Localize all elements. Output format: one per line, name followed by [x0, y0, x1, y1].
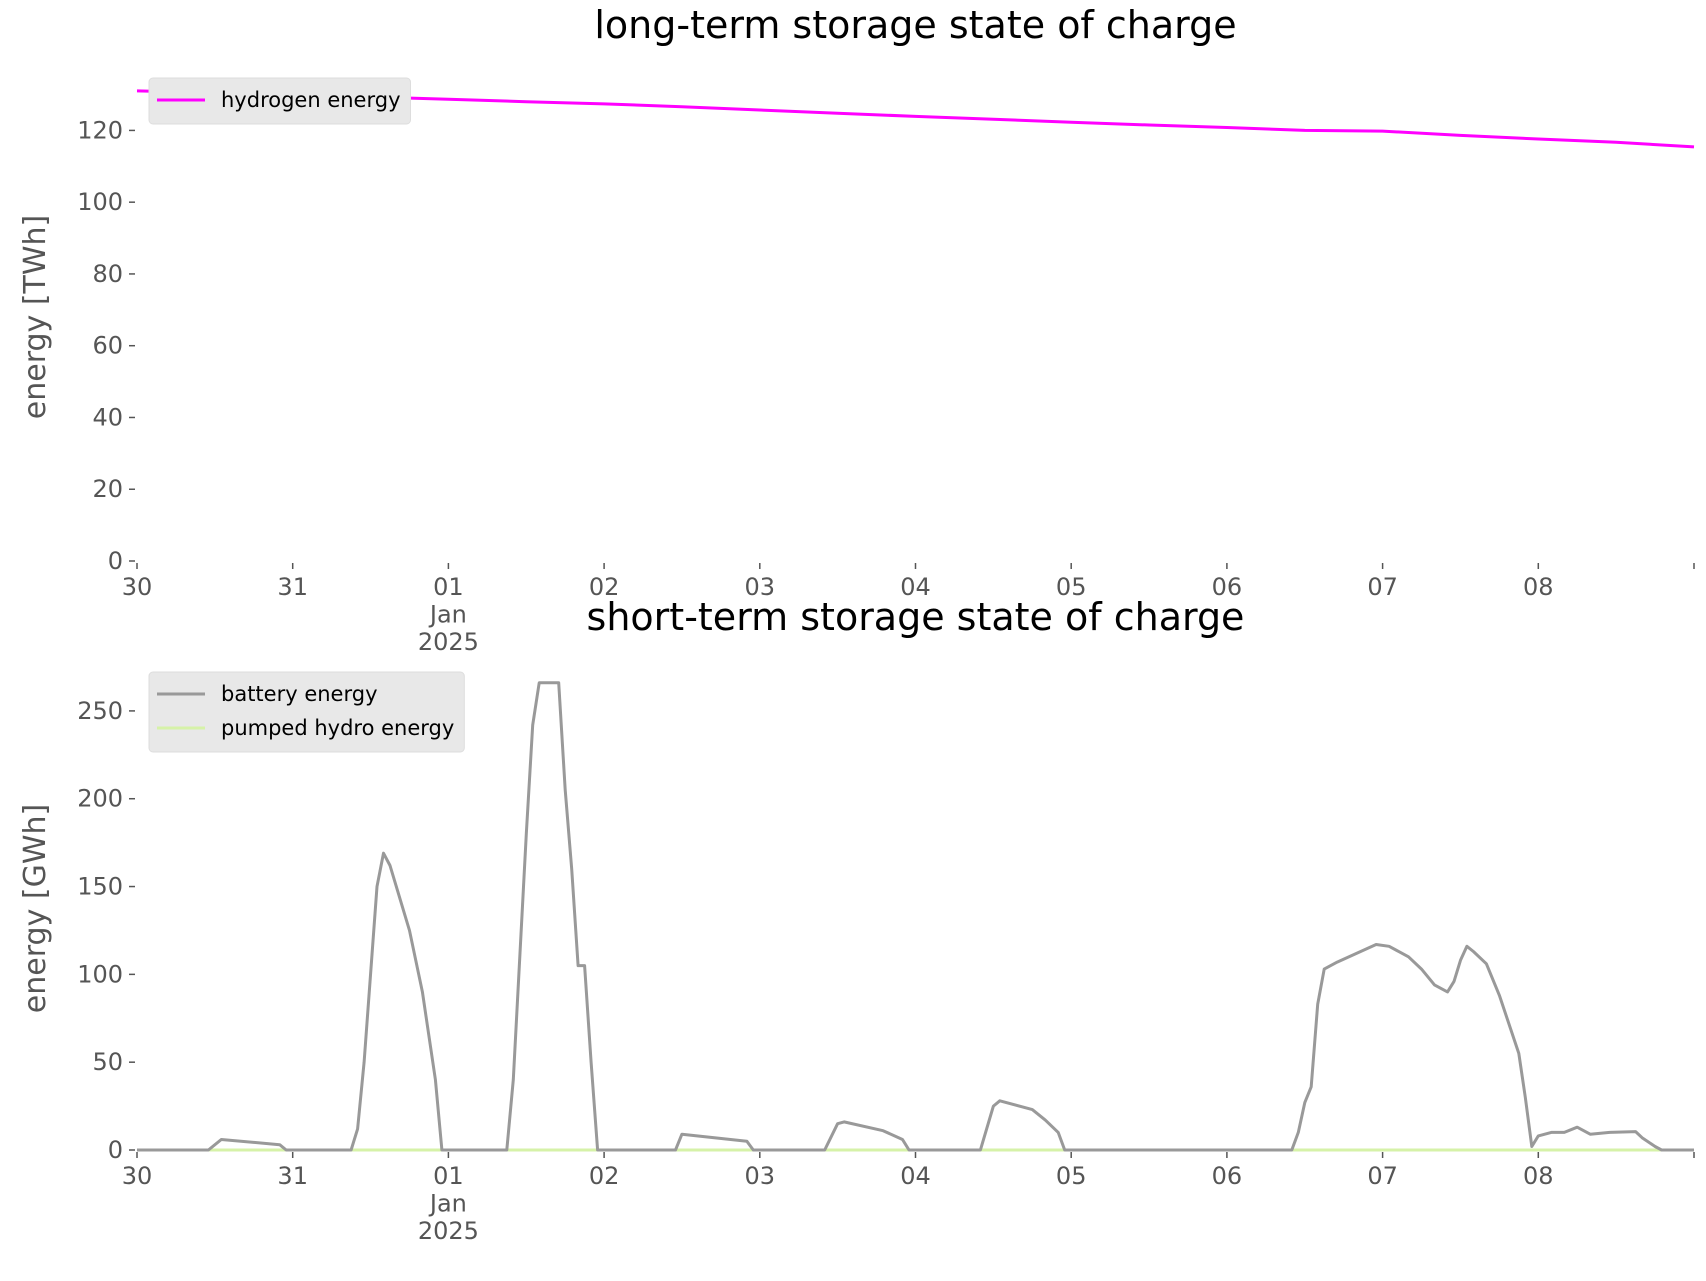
- x-tick-label: 05: [1056, 1162, 1087, 1190]
- x-tick-label: 04: [900, 573, 931, 601]
- x-tick-label: 04: [900, 1162, 931, 1190]
- x-tick-label: 06: [1212, 1162, 1243, 1190]
- x-tick-label: 01 Jan 2025: [418, 1162, 479, 1245]
- x-tick-label: 02: [589, 573, 620, 601]
- x-tick-label: 02: [589, 1162, 620, 1190]
- x-tick-label: 30: [122, 1162, 153, 1190]
- x-tick-label: 07: [1367, 1162, 1398, 1190]
- y-tick-label: 20: [92, 475, 123, 503]
- x-tick-label: 03: [745, 1162, 776, 1190]
- x-tick-label: 07: [1367, 573, 1398, 601]
- chart-title: short-term storage state of charge: [587, 595, 1245, 639]
- legend-box: [148, 671, 465, 753]
- x-tick-label: 01 Jan 2025: [418, 573, 479, 656]
- y-axis-label: energy [TWh]: [18, 215, 53, 419]
- series-line: [137, 681, 1694, 1152]
- y-tick-label: 0: [108, 547, 123, 575]
- x-tick-label: 08: [1523, 573, 1554, 601]
- legend-label: hydrogen energy: [221, 88, 401, 112]
- y-axis-label: energy [GWh]: [18, 804, 53, 1013]
- y-tick-label: 120: [77, 116, 123, 144]
- y-tick-label: 50: [92, 1048, 123, 1076]
- y-tick-label: 100: [77, 188, 123, 216]
- y-tick-label: 60: [92, 332, 123, 360]
- legend-label: pumped hydro energy: [221, 716, 454, 740]
- y-tick-label: 100: [77, 960, 123, 988]
- x-tick-label: 05: [1056, 573, 1087, 601]
- x-tick-label: 03: [745, 573, 776, 601]
- x-tick-label: 08: [1523, 1162, 1554, 1190]
- legend-box: [148, 77, 411, 125]
- legend: battery energy pumped hydro energy: [148, 671, 465, 753]
- legend: hydrogen energy: [148, 77, 411, 125]
- y-tick-label: 80: [92, 260, 123, 288]
- y-tick-label: 150: [77, 873, 123, 901]
- y-tick-label: 200: [77, 785, 123, 813]
- x-tick-label: 30: [122, 573, 153, 601]
- legend-label: battery energy: [221, 682, 378, 706]
- x-tick-label: 31: [277, 1162, 308, 1190]
- y-tick-label: 0: [108, 1136, 123, 1164]
- y-tick-label: 40: [92, 403, 123, 431]
- x-tick-label: 31: [277, 573, 308, 601]
- y-tick-label: 250: [77, 697, 123, 725]
- x-tick-label: 06: [1212, 573, 1243, 601]
- chart-title: long-term storage state of charge: [594, 3, 1236, 47]
